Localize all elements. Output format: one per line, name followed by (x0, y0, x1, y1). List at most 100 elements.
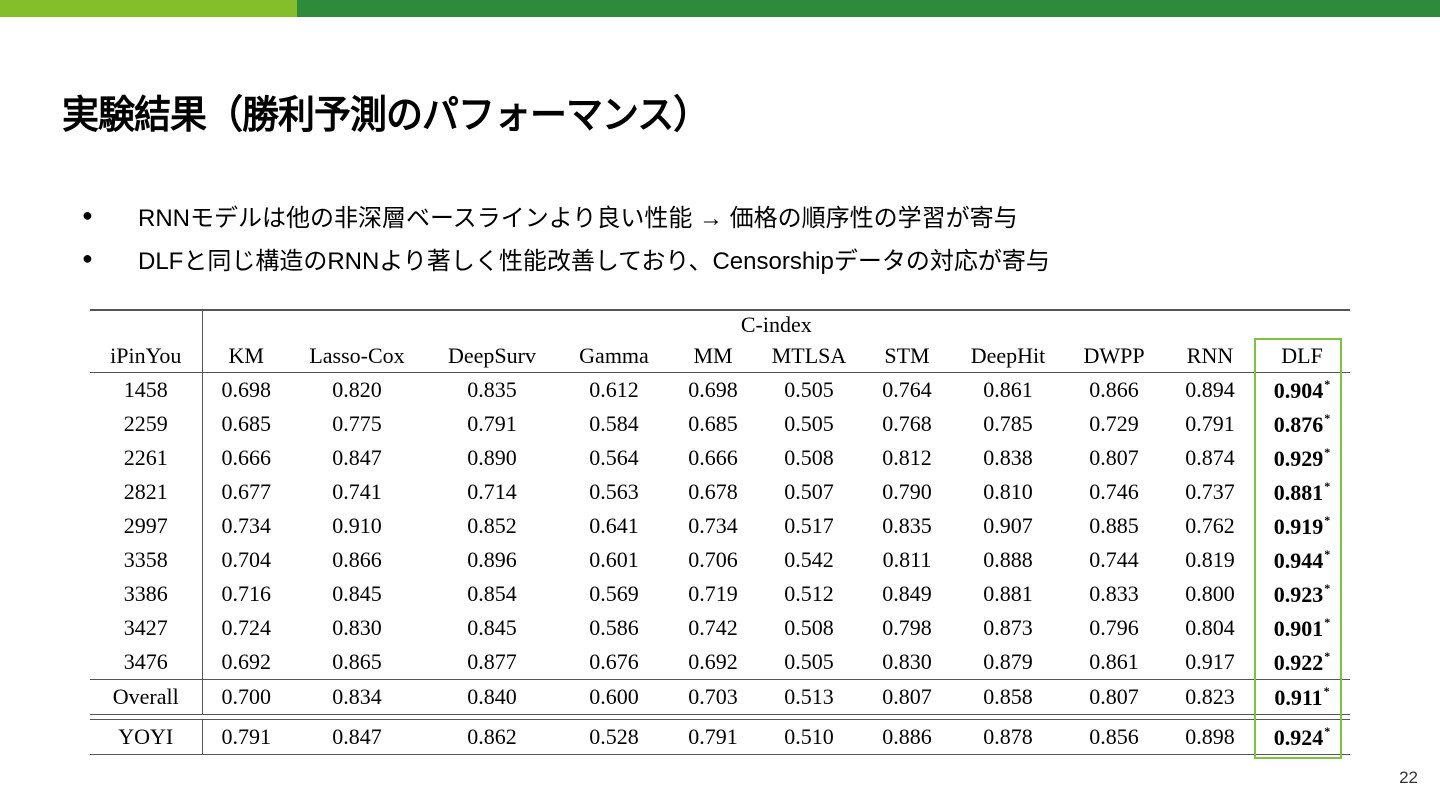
cell-value: 0.742 (688, 615, 738, 640)
cell-value: 0.835 (467, 377, 517, 402)
bullet-text: RNNモデルは他の非深層ベースラインより良い性能 → 価格の順序性の学習が寄与 (138, 205, 1018, 232)
table-cell: 0.854 (424, 577, 560, 611)
cell-value: 0.807 (1089, 445, 1139, 470)
cell-value: 0.510 (784, 724, 834, 749)
dlf-cell: 0.924* (1254, 719, 1351, 755)
table-cell: 0.703 (668, 679, 758, 715)
table-cell: 0.888 (954, 543, 1062, 577)
cell-value: 3358 (123, 547, 168, 572)
table-cell: 0.505 (758, 645, 860, 680)
table-cell: 0.847 (290, 719, 424, 755)
significance-mark: * (1324, 512, 1331, 527)
table-cell: 0.810 (954, 475, 1062, 509)
cell-value: 2997 (123, 513, 168, 538)
row-label-cell: 1458 (90, 372, 203, 407)
cell-value: 0.716 (221, 581, 272, 606)
cell-value: 0.911 (1274, 684, 1323, 710)
column-header-gamma: Gamma (560, 340, 668, 373)
cell-value: 0.600 (589, 684, 639, 709)
table-cell: 0.807 (860, 679, 954, 715)
cell-value: 0.888 (983, 547, 1033, 572)
cell-value: 0.898 (1185, 724, 1235, 749)
cell-value: 0.666 (688, 445, 738, 470)
table-cell: 0.685 (202, 407, 290, 441)
bullet-item: ● DLFと同じ構造のRNNより著しく性能改善しており、Censorshipデータ… (82, 237, 1050, 280)
table-cell: 0.762 (1166, 509, 1254, 543)
table-cell: 0.790 (860, 475, 954, 509)
table-cell: 0.873 (954, 611, 1062, 645)
table-cell: 0.852 (424, 509, 560, 543)
table-cell: 0.676 (560, 645, 668, 680)
table-cell: 0.677 (202, 475, 290, 509)
cell-value: 0.706 (688, 547, 738, 572)
cell-value: 0.854 (467, 581, 517, 606)
cell-value: 0.528 (589, 724, 639, 749)
cell-value: 0.698 (688, 377, 738, 402)
cell-value: 0.798 (882, 615, 932, 640)
cell-value: 0.734 (221, 513, 272, 538)
table-cell: 0.874 (1166, 441, 1254, 475)
table-cell: 0.746 (1062, 475, 1166, 509)
table-cell: 0.877 (424, 645, 560, 680)
table-cell: 0.528 (560, 719, 668, 755)
table-cell: 0.856 (1062, 719, 1166, 755)
cell-value: 0.790 (882, 479, 932, 504)
cell-value: 0.685 (688, 411, 738, 436)
table-cell: 0.692 (668, 645, 758, 680)
table-cell: 0.704 (202, 543, 290, 577)
table-cell: 0.830 (290, 611, 424, 645)
table-cell: 0.508 (758, 441, 860, 475)
cell-value: 2821 (123, 479, 168, 504)
table-cell: 0.742 (668, 611, 758, 645)
cell-value: 0.685 (221, 411, 272, 436)
table-cell: 0.833 (1062, 577, 1166, 611)
cell-value: YOYI (118, 724, 174, 749)
table-cell: 0.907 (954, 509, 1062, 543)
table-row: 2821 0.677 0.741 0.714 0.563 0.678 0.507 0.790 0… (90, 475, 1350, 509)
cell-value: 0.845 (332, 581, 382, 606)
table-cell: 0.807 (1062, 441, 1166, 475)
table-cell: 0.798 (860, 611, 954, 645)
dlf-cell: 0.919* (1254, 509, 1350, 543)
cell-value: 0.768 (882, 411, 932, 436)
cell-value: 0.861 (1089, 649, 1139, 674)
table-cell: 0.734 (202, 509, 290, 543)
cell-value: 0.823 (1185, 684, 1235, 709)
cell-value: 0.505 (784, 649, 834, 674)
cell-value: 0.804 (1185, 615, 1235, 640)
column-header-dlf: DLF (1254, 340, 1351, 373)
cell-value: 0.746 (1089, 479, 1139, 504)
significance-mark: * (1323, 683, 1330, 698)
significance-mark: * (1324, 580, 1331, 595)
table-row: 2997 0.734 0.910 0.852 0.641 0.734 0.517 0.835 0… (90, 509, 1350, 543)
cell-value: 0.865 (332, 649, 382, 674)
dlf-cell: 0.904* (1254, 373, 1350, 408)
cell-value: 0.762 (1185, 513, 1235, 538)
table-cell: 0.890 (424, 441, 560, 475)
cell-value: 0.796 (1089, 615, 1139, 640)
cell-value: 0.890 (467, 445, 517, 470)
cell-value: 0.744 (1089, 547, 1139, 572)
cell-value: Overall (112, 684, 179, 709)
cell-value: 0.840 (467, 684, 517, 709)
cell-value: 0.517 (784, 513, 834, 538)
cell-value: 0.877 (467, 649, 517, 674)
table-cell: 0.898 (1166, 719, 1254, 755)
table-cell: 0.584 (560, 407, 668, 441)
table-cell: 0.612 (560, 373, 668, 408)
cell-value: 0.904 (1273, 377, 1324, 403)
cell-value: 0.849 (882, 581, 932, 606)
cell-value: 0.791 (221, 724, 272, 749)
table-cell: 0.847 (290, 441, 424, 475)
table-cell: 0.811 (860, 543, 954, 577)
table-cell: 0.600 (560, 679, 668, 715)
table-cell: 0.849 (860, 577, 954, 611)
column-header-rnn: RNN (1166, 340, 1254, 373)
table-cell: 0.886 (860, 719, 954, 755)
table-cell: 0.719 (668, 577, 758, 611)
cell-value: 0.676 (589, 649, 639, 674)
table-cell: 0.586 (560, 611, 668, 645)
table-cell: 0.698 (202, 373, 290, 408)
bullet-item: ● RNNモデルは他の非深層ベースラインより良い性能 → 価格の順序性の学習が寄与 (82, 194, 1050, 237)
table-cell: 0.563 (560, 475, 668, 509)
